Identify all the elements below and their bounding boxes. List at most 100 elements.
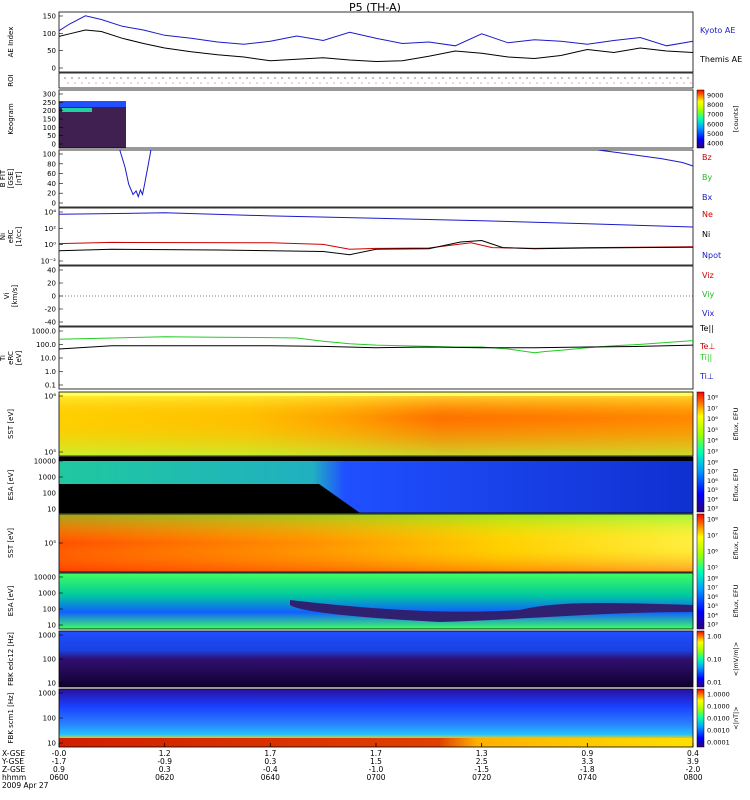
esa_i-ylabel: ESA [eV] (7, 585, 15, 616)
roi-dot (333, 82, 335, 84)
spectrogram-fills (59, 101, 693, 747)
esa-i-band (290, 600, 693, 622)
roi-dot (498, 77, 500, 79)
esa-e-dark-edge (319, 484, 360, 513)
fbk_e-ytick: 1000 (38, 632, 56, 640)
roi-dot (361, 82, 363, 84)
sst_i-colorbar-tick: 10⁸ (707, 516, 718, 524)
ae-series-kyotoae (58, 15, 694, 47)
legends: Kyoto AE Themis AE Bz By Bx Ne Ni Npot V… (699, 26, 742, 381)
roi-dot (673, 77, 675, 79)
esa_i-colorbar-tick: 10³ (707, 621, 718, 629)
keogram-ylabel: Keogram (7, 103, 15, 134)
roi-dot (508, 82, 510, 84)
sst_e-ylabel: SST [eV] (7, 409, 15, 439)
esa_i-ytick: 10000 (34, 574, 56, 582)
esa_e-ytick: 100 (43, 490, 56, 498)
sst-e-top (59, 392, 693, 396)
esa_e-ytick: 10000 (34, 458, 56, 466)
axis-tick-value: 1.5 (370, 757, 382, 766)
velocity-ylabel: [km/s] (11, 285, 19, 308)
roi-dot (81, 82, 83, 84)
axis-tick-value: 1.7 (264, 749, 276, 758)
fbk_e-colorbar-tick: 0.01 (707, 679, 721, 687)
roi-dot (354, 82, 356, 84)
axis-tick-value: 0640 (261, 773, 280, 782)
roi-dot (270, 82, 272, 84)
roi-dot (487, 82, 489, 84)
bfield-ylabel: [nT] (15, 171, 23, 185)
esa_e-colorbar-tick: 10³ (707, 505, 718, 513)
roi-dot (379, 77, 381, 79)
roi-dot (253, 77, 255, 79)
ae-ytick: 100 (43, 30, 56, 38)
roi-dot (683, 82, 685, 84)
roi-dot (669, 82, 671, 84)
fbk_b-ytick: 1000 (38, 690, 56, 698)
velocity-ytick: 0 (52, 293, 56, 301)
roi-dot (193, 82, 195, 84)
roi-dot (606, 82, 608, 84)
keogram-ytick: 50 (47, 132, 56, 140)
density-series-ni (58, 239, 694, 256)
roi-dot (477, 77, 479, 79)
roi-dot (288, 77, 290, 79)
bfield-ytick: 40 (47, 180, 56, 188)
roi-dot (151, 82, 153, 84)
roi-dot (141, 77, 143, 79)
keogram-ytick: 100 (43, 124, 56, 132)
roi-dot (162, 77, 164, 79)
esa_e-ytick: 10 (47, 506, 56, 514)
roi-dot (71, 77, 73, 79)
legend-themis-ae: Themis AE (699, 55, 742, 64)
density-ylabel: eRC (7, 230, 15, 244)
roi-dot (95, 82, 97, 84)
bfield-ylabel: B FIT (0, 169, 7, 187)
axis-tick-value: 0700 (366, 773, 385, 782)
roi-dot (382, 82, 384, 84)
esa-e-dark (59, 484, 319, 513)
fbk_e-colorbar-tick: 1.00 (707, 633, 721, 641)
roi-dot (85, 77, 87, 79)
roi-dot (557, 82, 559, 84)
esa_i-colorbar-label: Eflux, EFU (732, 584, 740, 617)
roi-dot (431, 82, 433, 84)
figure-title: P5 (TH-A) (349, 1, 401, 14)
roi-dot (578, 82, 580, 84)
esa_e-colorbar-tick: 10⁵ (707, 486, 718, 494)
sst-e-colorbar (696, 391, 705, 513)
roi-dot (351, 77, 353, 79)
temperature-ytick: 1.0 (45, 368, 56, 376)
bfield-ytick: 60 (47, 170, 56, 178)
esa_i-colorbar-tick: 10⁵ (707, 602, 718, 610)
roi-dot (550, 82, 552, 84)
esa_e-ylabel: ESA [eV] (7, 469, 15, 500)
esa_e-ytick: 1000 (38, 474, 56, 482)
roi-dot (295, 77, 297, 79)
sst_e-colorbar-tick: 10⁴ (707, 437, 718, 445)
roi-dot (249, 82, 251, 84)
sst-i-shade (59, 514, 693, 572)
sst_e-colorbar-label: Eflux, EFU (732, 407, 740, 440)
roi-dot (631, 77, 633, 79)
roi-dot (148, 77, 150, 79)
keogram-colorbar-tick: 6000 (707, 120, 724, 128)
roi-dot (155, 77, 157, 79)
roi-dot (676, 82, 678, 84)
sst-e-shade (59, 392, 693, 456)
temperature-frame (58, 326, 694, 390)
axis-tick-value: -1.0 (369, 765, 384, 774)
roi-dot (267, 77, 269, 79)
roi-dot (652, 77, 654, 79)
roi-dot (564, 82, 566, 84)
roi-dot (330, 77, 332, 79)
esa_i-colorbar-tick: 10⁷ (707, 584, 718, 592)
density-ylabel: [1/cc] (15, 226, 23, 246)
esa_i-colorbar-tick: 10⁸ (707, 575, 718, 583)
sst_e-colorbar-tick: 10⁸ (707, 394, 718, 402)
ae-ytick: 50 (47, 47, 56, 55)
velocity-ylabel: Vi (3, 293, 11, 300)
fbk_b-ylabel: FBK scm1 [Hz] (7, 692, 15, 743)
roi-dot (67, 82, 69, 84)
fbk_e-ytick: 100 (43, 656, 56, 664)
